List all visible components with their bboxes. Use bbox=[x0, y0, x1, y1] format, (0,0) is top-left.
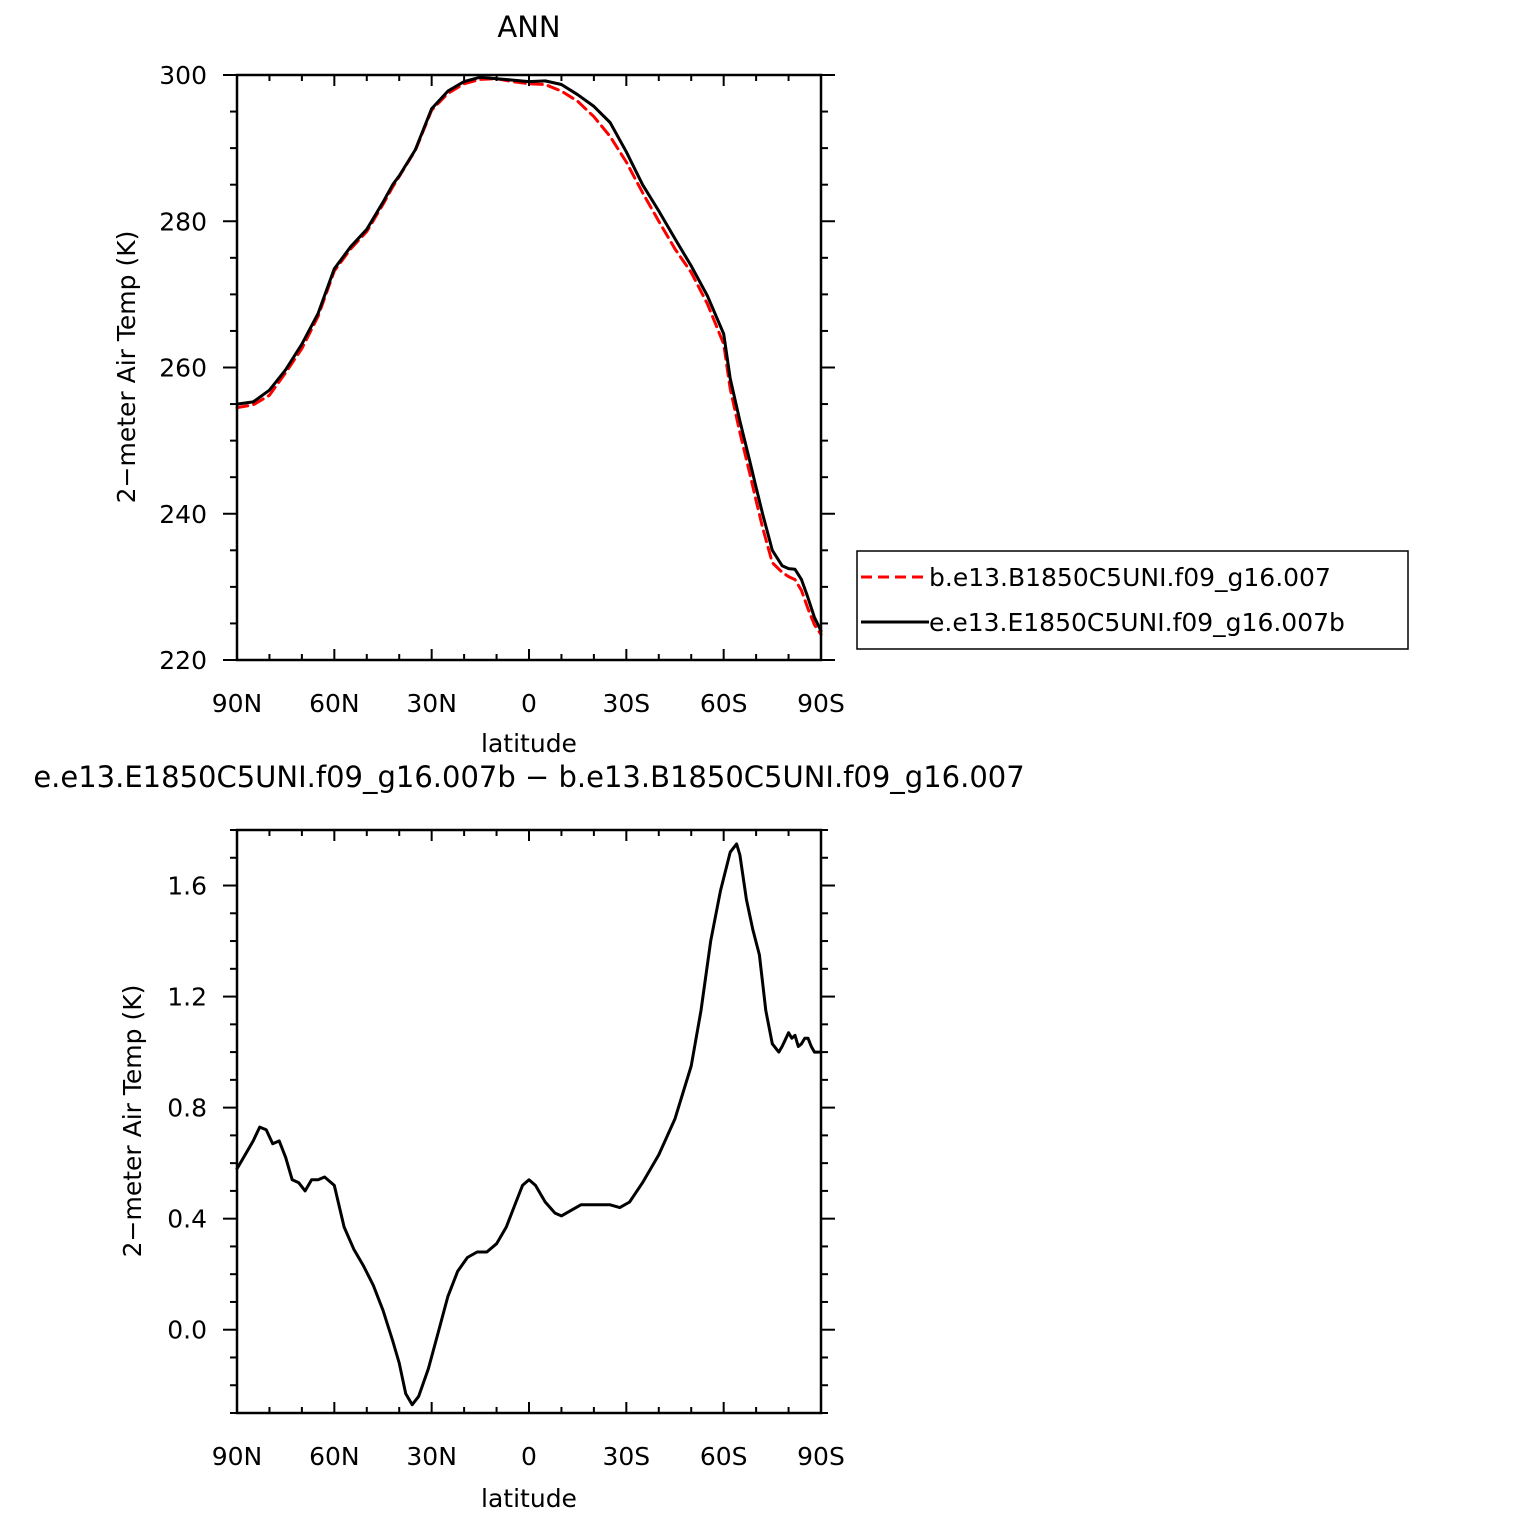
top-y-tick-label: 280 bbox=[159, 207, 207, 236]
bottom-x-tick-label: 30S bbox=[602, 1442, 650, 1471]
legend-label-series-2: e.e13.E1850C5UNI.f09_g16.007b bbox=[929, 608, 1345, 637]
legend-label-series-1: b.e13.B1850C5UNI.f09_g16.007 bbox=[929, 563, 1331, 592]
top-axes: 90N 60N 30N 0 30S 60S 90S 220 240 260 280 300 bbox=[159, 61, 845, 718]
bottom-y-tick-label: 0.0 bbox=[167, 1316, 207, 1345]
bottom-x-tick-label: 60N bbox=[309, 1442, 360, 1471]
bottom-y-tick-label: 1.2 bbox=[167, 983, 207, 1012]
top-x-tick-label: 90N bbox=[212, 689, 263, 718]
top-series-line-2 bbox=[235, 75, 823, 633]
bottom-x-tick-label: 60S bbox=[700, 1442, 748, 1471]
top-x-tick-label: 30S bbox=[602, 689, 650, 718]
bottom-y-axis-title: 2−meter Air Temp (K) bbox=[118, 985, 147, 1258]
top-x-tick-label: 0 bbox=[521, 689, 537, 718]
top-x-tick-label: 90S bbox=[797, 689, 845, 718]
bottom-y-tick-label: 0.4 bbox=[167, 1205, 207, 1234]
top-y-axis-title: 2−meter Air Temp (K) bbox=[112, 231, 141, 504]
top-plot-title: ANN bbox=[497, 10, 560, 44]
top-y-tick-label: 260 bbox=[159, 354, 207, 383]
bottom-axes: 90N 60N 30N 0 30S 60S 90S 0.0 0.4 0.8 1.2 1.6 bbox=[167, 829, 845, 1471]
bottom-x-tick-label: 90N bbox=[212, 1442, 263, 1471]
top-x-tick-label: 30N bbox=[406, 689, 457, 718]
top-series-line-1 bbox=[235, 77, 823, 636]
bottom-series-lines bbox=[235, 842, 823, 1407]
legend: b.e13.B1850C5UNI.f09_g16.007 e.e13.E1850… bbox=[856, 550, 1409, 650]
bottom-plot-frame bbox=[235, 828, 823, 1415]
bottom-x-tick-label: 90S bbox=[797, 1442, 845, 1471]
top-y-tick-label: 220 bbox=[159, 646, 207, 675]
top-series-lines bbox=[235, 75, 823, 636]
top-x-tick-label: 60S bbox=[700, 689, 748, 718]
top-x-tick-label: 60N bbox=[309, 689, 360, 718]
top-y-tick-label: 300 bbox=[159, 61, 207, 90]
top-x-axis-title: latitude bbox=[481, 729, 577, 758]
bottom-y-tick-label: 1.6 bbox=[167, 872, 207, 901]
legend-box bbox=[856, 550, 1409, 650]
bottom-series-line-1 bbox=[235, 842, 823, 1407]
top-y-tick-label: 240 bbox=[159, 500, 207, 529]
top-plot-frame bbox=[235, 73, 823, 662]
bottom-x-axis-title: latitude bbox=[481, 1484, 577, 1513]
bottom-plot-title: e.e13.E1850C5UNI.f09_g16.007b − b.e13.B1… bbox=[33, 760, 1024, 794]
difference-panel: e.e13.E1850C5UNI.f09_g16.007b − b.e13.B1… bbox=[33, 760, 1024, 1513]
bottom-y-tick-label: 0.8 bbox=[167, 1094, 207, 1123]
mean-temperature-panel: ANN 2−meter Air Temp (K) latitude 90N 60N… bbox=[112, 10, 845, 758]
bottom-x-tick-label: 30N bbox=[406, 1442, 457, 1471]
bottom-x-tick-label: 0 bbox=[521, 1442, 537, 1471]
